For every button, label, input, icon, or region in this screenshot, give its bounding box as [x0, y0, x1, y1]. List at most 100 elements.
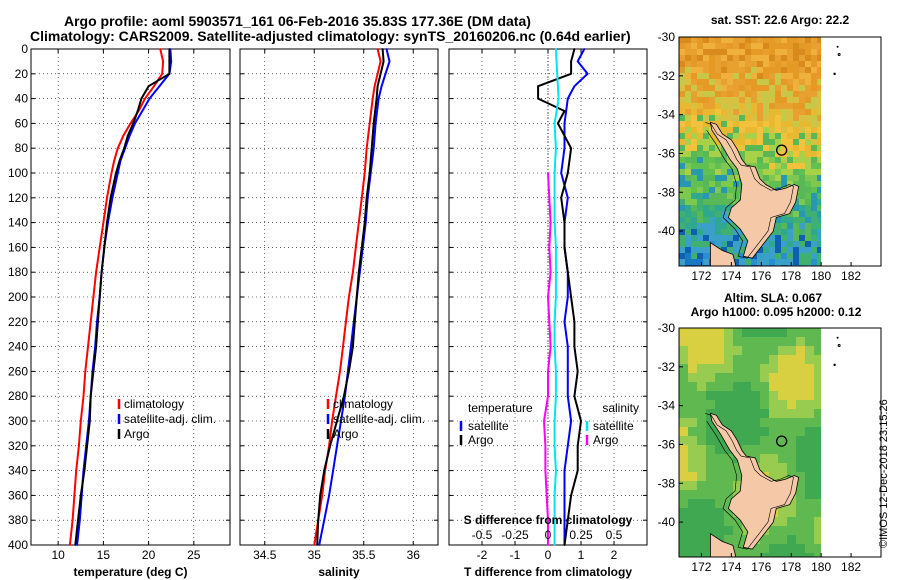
sst-map-cell	[805, 181, 812, 188]
sla-map-cell	[724, 409, 734, 419]
sst-map-cell	[733, 55, 740, 62]
sst-map-cell	[757, 85, 764, 92]
sst-map-cell	[805, 229, 812, 236]
sst-map-cell	[697, 49, 704, 56]
sst-map-cell	[685, 247, 692, 254]
sst-map-cell	[733, 133, 740, 140]
x-tick-label: 174	[721, 560, 741, 574]
temperature-series-argo-point	[86, 444, 88, 447]
sla-map-cell	[724, 382, 734, 392]
sst-map-cell	[799, 121, 806, 128]
sst-map-cell	[799, 223, 806, 230]
sst-map-cell	[709, 55, 716, 62]
sla-map-cell	[751, 445, 761, 455]
salinity-series-satellite-adj-clim--point	[374, 122, 377, 125]
sst-map-cell	[739, 79, 746, 86]
salinity-series-satellite-adj-clim--point	[318, 544, 321, 546]
sst-map-cell	[703, 109, 710, 116]
salinity-series-argo-point	[376, 85, 379, 88]
sst-map-cell	[811, 157, 818, 164]
sst-map-cell	[721, 61, 728, 68]
sst-map-cell	[745, 139, 752, 146]
sst-map-cell	[727, 241, 734, 248]
sst-map-cell	[697, 55, 704, 62]
sla-map-cell	[787, 391, 797, 401]
sst-map-cell	[703, 217, 710, 224]
sst-map-cell	[811, 121, 818, 128]
sst-map-cell	[781, 73, 788, 80]
sst-map-cell	[763, 85, 770, 92]
sst-map-cell	[715, 121, 722, 128]
sst-map-cell	[721, 49, 728, 56]
sst-map-cell	[757, 259, 764, 266]
sst-map-cell	[745, 97, 752, 104]
sst-map-cell	[817, 97, 822, 104]
sla-map-cell	[814, 427, 822, 437]
sst-map-cell	[715, 157, 722, 164]
sst-map-cell	[817, 61, 822, 68]
sst-map-cell	[733, 253, 740, 260]
sst-map-island	[836, 45, 839, 48]
sst-map-cell	[703, 241, 710, 248]
sla-map-cell	[688, 472, 698, 482]
sst-map-cell	[703, 205, 710, 212]
sla-map-cell	[697, 490, 707, 500]
sst-map-cell	[805, 67, 812, 74]
sst-map-cell	[775, 217, 782, 224]
sst-map-cell	[769, 181, 776, 188]
difference-series-s-argo-point	[547, 519, 549, 522]
sla-map-cell	[760, 418, 770, 428]
sst-map-cell	[787, 247, 794, 254]
temperature-series-climatology-point	[84, 370, 87, 373]
sla-map-cell	[679, 337, 689, 347]
sla-map-cell	[733, 337, 743, 347]
sst-map-cell	[799, 241, 806, 248]
y-tick-label: 320	[8, 439, 28, 453]
sst-map-cell	[697, 169, 704, 176]
sst-map-cell	[679, 235, 686, 242]
sst-map-cell	[769, 49, 776, 56]
sst-map-cell	[817, 247, 822, 254]
sst-map-cell	[721, 223, 728, 230]
sst-map-cell	[757, 103, 764, 110]
sst-map-cell	[679, 37, 686, 44]
sla-map-cell	[715, 382, 725, 392]
sla-map-cell	[697, 400, 707, 410]
sla-map-cell	[724, 346, 734, 356]
sst-map-cell	[745, 145, 752, 152]
sst-map-cell	[721, 229, 728, 236]
sst-map-cell	[709, 145, 716, 152]
sst-map-cell	[751, 157, 758, 164]
temperature-series-climatology-point	[98, 246, 101, 249]
sst-map-cell	[679, 55, 686, 62]
sst-map-cell	[721, 91, 728, 98]
sst-map-cell	[679, 109, 686, 116]
sst-map-cell	[691, 151, 698, 158]
sst-map-cell	[685, 61, 692, 68]
sst-map-cell	[781, 37, 788, 44]
sla-map-cell	[814, 355, 822, 365]
sst-map-cell	[697, 157, 704, 164]
sla-map-cell	[814, 400, 822, 410]
sla-map-cell	[778, 355, 788, 365]
sla-map-cell	[706, 436, 716, 446]
temperature-series-climatology-point	[129, 122, 132, 125]
sst-map-cell	[745, 49, 752, 56]
difference-series-t-argo-point	[570, 147, 572, 150]
sst-map-cell	[817, 217, 822, 224]
sst-map-cell	[817, 49, 822, 56]
sla-map-cell	[724, 418, 734, 428]
sla-map-cell	[778, 472, 788, 482]
sst-map-cell	[715, 151, 722, 158]
sst-map-cell	[781, 223, 788, 230]
x-tick-label: 15	[97, 548, 111, 562]
sst-map-cell	[793, 91, 800, 98]
sst-map-cell	[739, 37, 746, 44]
s-tick-label: 0	[545, 528, 552, 542]
x-tick-label: 34.5	[253, 548, 277, 562]
x-tick-label: 35	[308, 548, 322, 562]
sst-map-cell	[691, 235, 698, 242]
sst-map-cell	[805, 43, 812, 50]
sst-map-cell	[781, 181, 788, 188]
sla-map-cell	[814, 382, 822, 392]
